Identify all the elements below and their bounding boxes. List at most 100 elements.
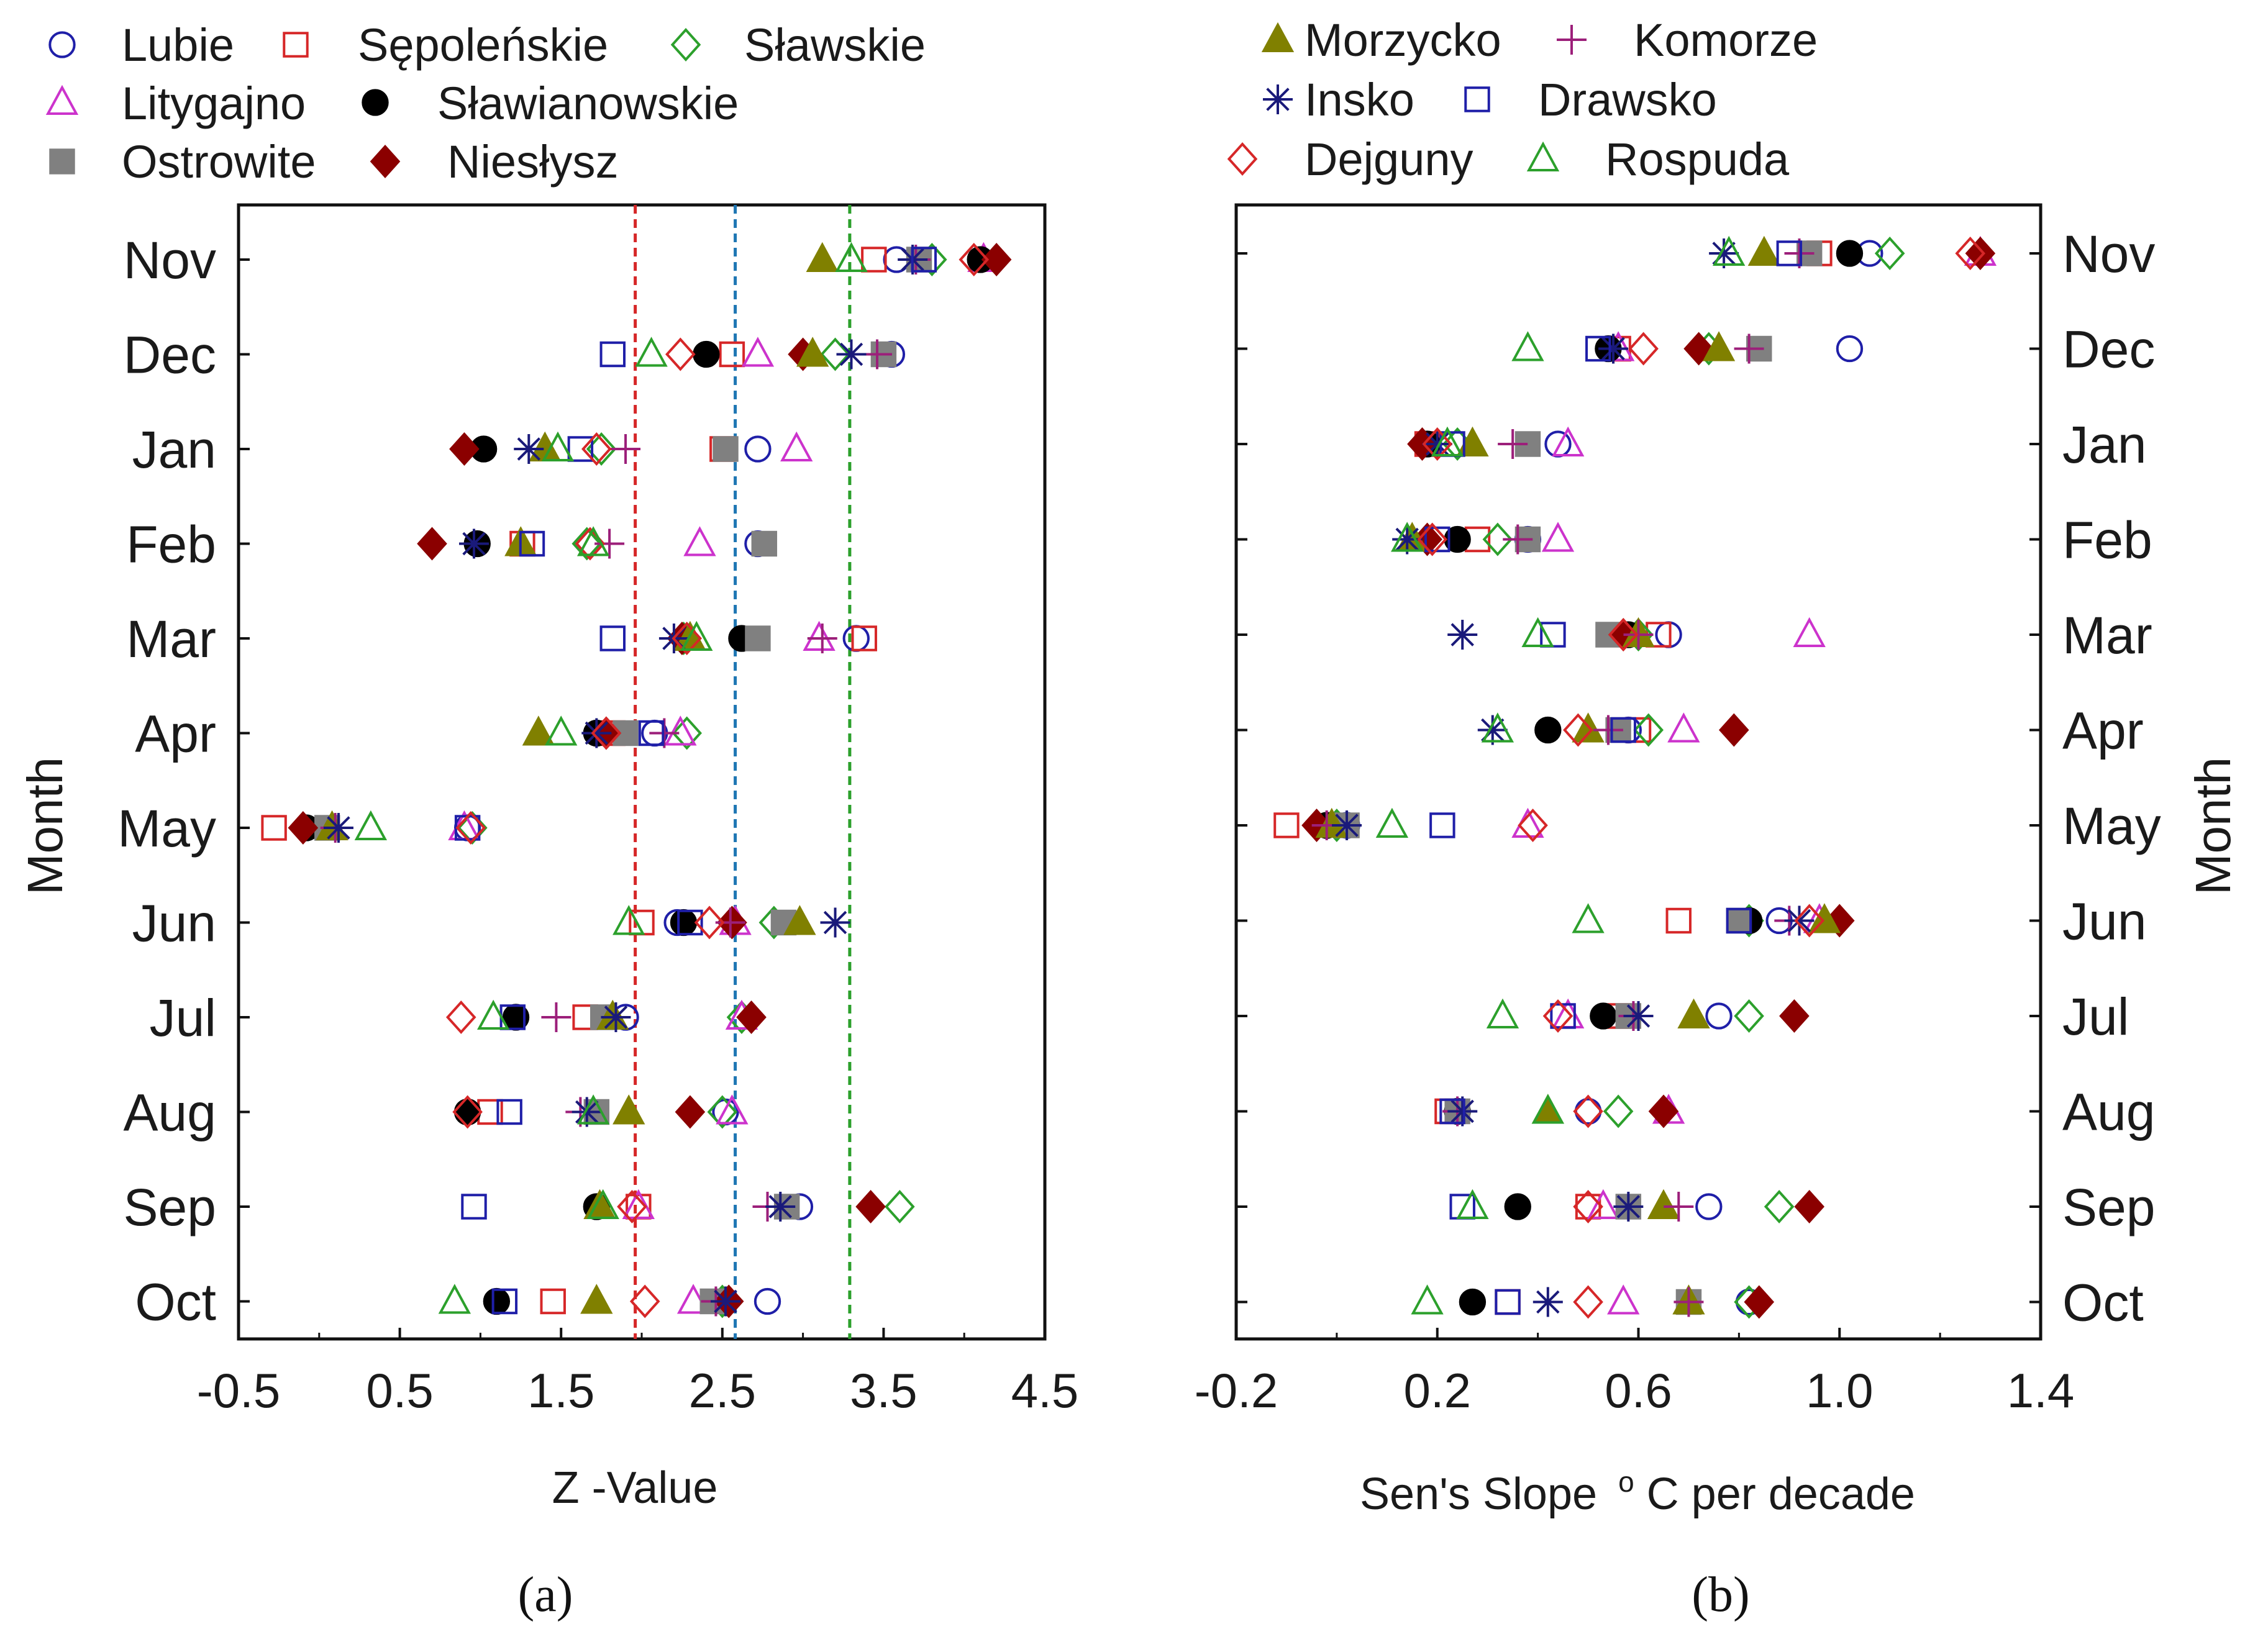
plot-frame-a [237,203,1047,1341]
x-tick-label: -0.2 [1195,1363,1278,1418]
legend-entry-dejguny: Dejguny [1227,134,1473,185]
point-insko-oct [710,1286,740,1317]
point-sepolenskie-jun [1665,907,1692,934]
slawianowskie-legend-marker [362,89,389,116]
point-lubie-dec [1836,335,1864,363]
point-slawskie-sep [1764,1190,1795,1223]
point-dejguny-feb [1417,522,1447,556]
point-dejguny-apr [1563,713,1593,747]
point-dejguny-jan [581,432,612,466]
point-rospuda-feb [1391,522,1424,552]
point-ostrowite-feb [751,530,778,557]
point-slawskie-dec [820,337,850,371]
insko-marker-icon [1263,84,1293,114]
point-insko-dec [1598,333,1629,364]
point-slawskie-feb [1482,522,1513,556]
point-morzycko-sep [1647,1189,1680,1219]
nieslysz-marker-icon [370,145,401,178]
point-slawianowskie-jun [670,909,698,937]
point-dejguny-mar [1608,618,1639,651]
point-morzycko-jan [1456,426,1489,456]
point-litygajno-apr [1667,712,1700,743]
x-axis-label-b-suffix: C per decade [1647,1469,1915,1519]
point-insko-aug [572,1097,602,1127]
point-lubie-jul [1705,1002,1733,1030]
rospuda-marker-icon [1526,141,1560,171]
panel-a: Nov Dec Jan Feb Mar Apr May Jun Jul Aug Sep Oct -0.… [17,203,1078,1622]
point-nieslysz-sep [1794,1190,1824,1223]
month-label-jan: Jan [132,420,216,479]
y-axis-label-b: Month [2185,757,2241,895]
point-sepolenskie-oct [540,1288,566,1315]
point-nieslysz-jul [736,1000,767,1034]
point-drawsko-jan [567,436,594,462]
point-rospuda-mar [1521,617,1554,647]
point-nieslysz-feb [417,527,447,561]
month-label-apr: Apr [2062,702,2144,760]
plot-frame-b [1234,203,2043,1341]
point-litygajno-oct [1607,1284,1640,1315]
point-nieslysz-oct [1744,1285,1775,1319]
point-rospuda-mar [680,620,713,651]
point-insko-dec [836,339,867,370]
x-tick-label: -0.5 [197,1363,280,1418]
points-a [261,242,1012,1318]
month-label-feb: Feb [2062,511,2152,569]
legend-label-sepolenskie: Sępoleńskie [358,19,608,71]
point-dejguny-jun [694,905,725,940]
point-lubie-jan [744,435,772,463]
point-morzycko-nov [1747,235,1781,266]
y-ticks-a: Nov Dec Jan Feb Mar Apr May Jun Jul Aug Sep Oct [117,231,250,1331]
point-dejguny-nov [959,243,990,276]
point-komorze-feb [594,528,625,559]
point-lubie-aug [1574,1097,1602,1125]
point-rospuda-sep [586,1189,619,1219]
point-insko-feb [1392,524,1423,555]
morzycko-legend-marker [1261,22,1295,52]
point-drawsko-oct [491,1288,518,1315]
point-slawskie-sep [885,1190,915,1223]
point-slawskie-aug [1603,1094,1634,1128]
point-slawskie-apr [672,716,702,750]
point-rospuda-nov [1713,235,1746,266]
rospuda-legend-marker [1526,141,1560,171]
point-komorze-dec [1734,333,1764,364]
month-label-oct: Oct [2062,1274,2144,1332]
point-dejguny-oct [629,1284,660,1318]
panel-label-a: (a) [518,1567,573,1622]
point-komorze-apr [1593,715,1623,745]
point-dejguny-dec [1628,332,1659,366]
point-rospuda-jul [477,999,510,1030]
point-drawsko-aug [496,1099,522,1125]
month-label-may: May [2062,797,2161,855]
point-komorze-dec [862,339,893,370]
point-drawsko-sep [1449,1194,1475,1220]
legend-label-insko: Insko [1305,74,1414,125]
point-morzycko-jul [1677,998,1710,1028]
legend-label-slawianowskie: Sławianowskie [437,78,739,129]
legend-entry-nieslysz: Niesłysz [370,136,618,188]
point-drawsko-oct [1495,1289,1521,1315]
point-slawianowskie-oct [1459,1288,1487,1316]
point-rospuda-dec [1511,331,1544,361]
month-label-dec: Dec [124,326,216,384]
point-insko-apr [581,718,612,748]
point-sepolenskie-dec [719,341,745,368]
point-litygajno-jan [780,431,813,461]
point-komorze-mar [807,624,837,653]
point-ostrowite-jan [1514,431,1541,457]
point-sepolenskie-may [261,815,287,841]
point-drawsko-sep [461,1194,487,1220]
point-komorze-nov [1784,238,1815,268]
point-insko-sep [765,1192,796,1222]
point-rospuda-may [1375,807,1409,838]
point-insko-jul [601,1002,631,1032]
month-label-jul: Jul [150,989,216,1047]
point-slawianowskie-nov [1836,240,1864,267]
legend-label-rospuda: Rospuda [1605,134,1790,185]
point-sepolenskie-oct [1495,1289,1521,1315]
point-litygajno-sep [622,1189,655,1219]
dejguny-legend-marker [1227,142,1258,176]
month-label-oct: Oct [135,1273,216,1331]
point-insko-apr [1477,715,1508,745]
